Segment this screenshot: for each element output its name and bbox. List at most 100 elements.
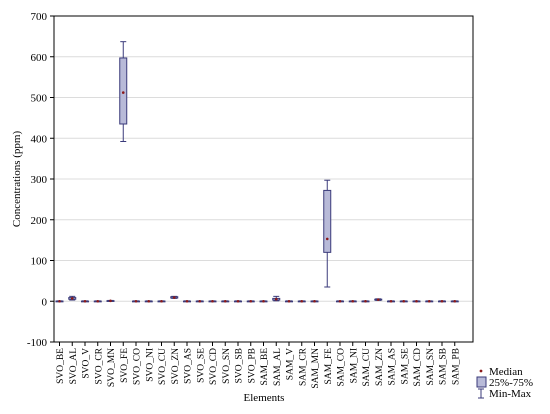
legend-whisker-label: Min-Max <box>489 388 532 400</box>
legend: Median 25%-75% Min-Max <box>476 366 533 400</box>
median-point <box>287 299 291 303</box>
y-tick-label: 200 <box>31 215 48 227</box>
median-point <box>453 299 457 303</box>
median-point <box>440 299 444 303</box>
box-sam_cr <box>297 299 306 303</box>
median-point <box>211 299 214 303</box>
x-tick-label: SAM_NI <box>349 348 359 383</box>
x-tick-label: SAM_PB <box>451 348 461 385</box>
y-axis: -100 0 100 200 300 400 500 600 700 <box>27 11 54 349</box>
x-axis-title: Elements <box>244 392 285 404</box>
legend-item-median: Median <box>479 366 523 378</box>
x-tick-label: SVO_V <box>82 348 92 379</box>
box-sam_as <box>387 299 395 303</box>
x-tick-label: SVO_MN <box>107 348 117 387</box>
box-sam_pb <box>450 299 459 303</box>
x-tick-label: SVO_ZN <box>171 348 181 385</box>
x-tick-label: SVO_SN <box>222 348 232 384</box>
x-tick-label: SVO_FE <box>120 348 130 383</box>
x-axis: SVO_BE SVO_AL SVO_V SVO_CR SVO_MN SVO_FE SVO_C… <box>56 342 461 389</box>
box-sam_ni <box>348 299 357 303</box>
x-tick-label: SAM_ZN <box>375 348 385 386</box>
box-svo_zn <box>170 295 179 299</box>
legend-box-swatch <box>476 376 487 388</box>
median-point <box>249 299 253 303</box>
y-tick-label: 700 <box>31 11 48 23</box>
box-series <box>55 41 459 303</box>
x-tick-label: SVO_CO <box>133 348 143 385</box>
legend-item-box: 25%-75% <box>476 376 533 389</box>
x-tick-label: SVO_CR <box>94 347 104 384</box>
x-tick-label: SAM_SB <box>439 348 449 385</box>
legend-whisker-glyph <box>478 388 484 399</box>
median-point <box>185 299 189 303</box>
box-svo_cu <box>157 299 166 303</box>
x-tick-label: SAM_MN <box>311 348 321 389</box>
x-tick-label: SAM_SN <box>426 348 436 386</box>
x-tick-label: SAM_AS <box>388 348 398 386</box>
y-tick-label: 600 <box>31 52 48 64</box>
median-point <box>274 297 278 301</box>
legend-median-marker <box>479 369 483 373</box>
median-point <box>58 299 61 303</box>
y-tick-label: 400 <box>31 133 48 145</box>
box-svo_sn <box>221 299 230 303</box>
box-sam_sb <box>438 299 446 303</box>
x-tick-label: SAM_FE <box>324 348 334 385</box>
box-svo_al <box>68 295 77 301</box>
median-point <box>262 299 265 303</box>
median-point <box>427 299 431 303</box>
y-tick-label: 0 <box>42 296 48 308</box>
median-point <box>389 299 393 303</box>
box-svo_mn <box>106 299 115 303</box>
legend-median-label: Median <box>489 366 523 378</box>
median-point <box>376 298 380 301</box>
box-sam_sn <box>425 299 434 303</box>
box-sam_v <box>285 299 293 303</box>
x-tick-label: SVO_SB <box>235 348 245 383</box>
box-sam_fe <box>323 179 332 288</box>
median-point <box>134 299 138 303</box>
y-tick-label: 100 <box>31 256 48 268</box>
x-tick-label: SVO_AL <box>69 348 79 385</box>
legend-item-whisker: Min-Max <box>478 388 532 400</box>
median-point <box>364 299 367 303</box>
y-axis-title: Concentrations (ppm) <box>11 131 23 228</box>
x-tick-label: SVO_AS <box>184 348 194 384</box>
box-sam_mn <box>310 299 319 303</box>
median-point <box>96 299 100 303</box>
median-point <box>172 296 176 299</box>
box-iqr <box>323 189 332 253</box>
box-sam_co <box>336 299 344 303</box>
legend-box-label: 25%-75% <box>489 377 533 389</box>
x-tick-label: SAM_CU <box>362 348 372 387</box>
x-tick-label: SVO_NI <box>145 348 155 382</box>
x-tick-label: SAM_CD <box>413 348 423 387</box>
box-svo_v <box>81 299 89 303</box>
box-iqr <box>119 57 128 125</box>
median-point <box>121 91 125 94</box>
median-point <box>402 299 406 303</box>
x-tick-label: SAM_CR <box>298 347 308 386</box>
y-tick-label: 500 <box>31 93 48 105</box>
box-svo_fe <box>119 41 128 143</box>
x-tick-label: SVO_CD <box>209 348 219 385</box>
box-svo_cr <box>93 299 102 303</box>
x-tick-label: SVO_PB <box>247 348 257 383</box>
median-point <box>109 299 112 303</box>
box-sam_se <box>399 299 408 303</box>
median-point <box>338 299 342 303</box>
median-point <box>160 299 163 303</box>
median-point <box>223 299 227 303</box>
box-svo_pb <box>246 299 255 303</box>
y-tick-label: -100 <box>27 337 48 349</box>
box-sam_cu <box>361 299 370 303</box>
grid-lines <box>54 56 473 302</box>
box-sam_al <box>272 295 281 302</box>
box-svo_cd <box>208 299 217 303</box>
box-sam_zn <box>374 298 383 301</box>
x-tick-label: SAM_BE <box>260 348 270 386</box>
x-tick-label: SAM_SE <box>400 348 410 385</box>
median-point <box>147 299 151 303</box>
median-point <box>198 299 202 303</box>
